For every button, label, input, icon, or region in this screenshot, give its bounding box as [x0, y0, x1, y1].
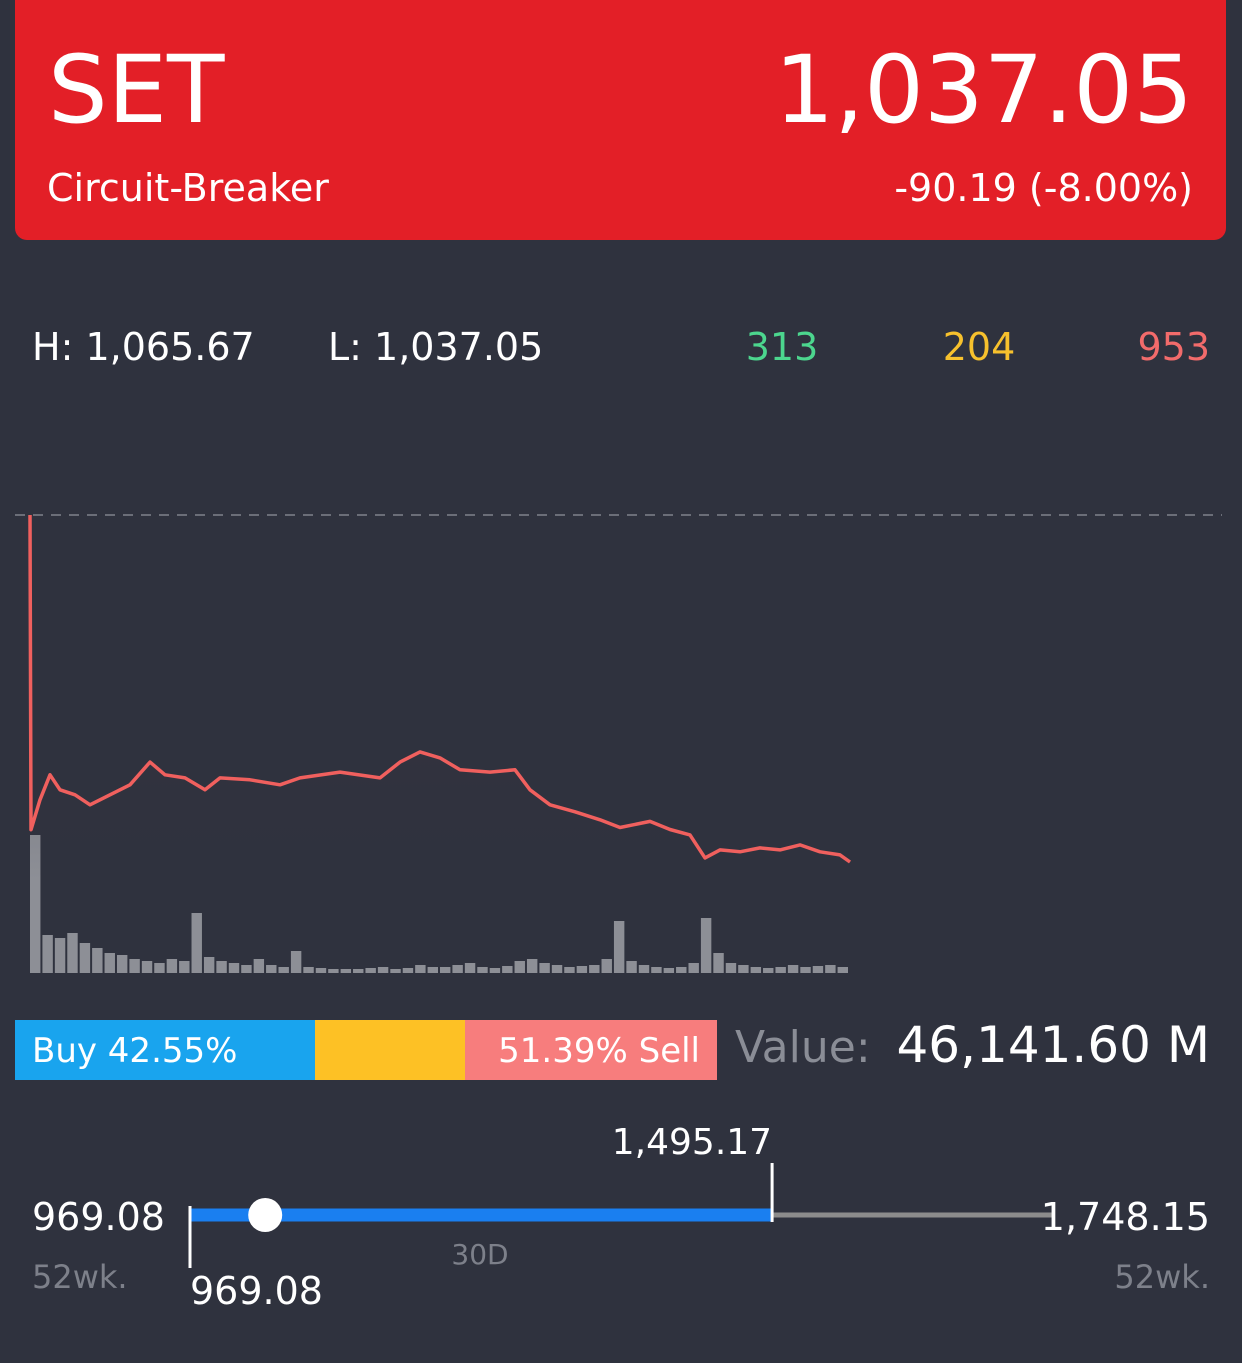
volume-bar [800, 967, 811, 973]
high-52wk: 1,748.15 [1041, 1195, 1210, 1239]
volume-bar [427, 967, 438, 973]
volume-bar [166, 959, 178, 973]
status: Circuit-Breaker [47, 166, 329, 210]
volume-bar [551, 965, 563, 973]
volume-bar [415, 965, 426, 973]
buy-label: Buy 42.55% [32, 1031, 237, 1071]
volume-bar [440, 967, 451, 973]
value-label: Value: [735, 1022, 871, 1073]
volume-bar [79, 943, 91, 973]
change: -90.19 (-8.00%) [894, 166, 1193, 210]
volume-bar [825, 965, 836, 973]
volume-bar [290, 951, 302, 973]
volume-bar [402, 968, 414, 973]
volume-bar [663, 968, 675, 973]
volume-bar [154, 963, 165, 973]
high-30d: 1,495.17 [612, 1122, 772, 1163]
traded-value: 46,141.60 M [896, 1016, 1210, 1074]
volume-bar [54, 938, 66, 973]
last-price: 1,037.05 [774, 36, 1193, 145]
volume-bar [763, 968, 774, 973]
period-label: 30D [451, 1238, 508, 1271]
volume-bar [526, 959, 538, 973]
volume-bar [676, 967, 687, 973]
volume-bar [502, 966, 513, 973]
volume-bar [787, 965, 799, 973]
volume-bar [812, 966, 824, 973]
volume-bar [30, 835, 41, 973]
day-low: L: 1,037.05 [328, 325, 543, 369]
symbol: SET [48, 36, 225, 145]
current-marker [248, 1198, 283, 1232]
buy-segment [15, 1020, 315, 1080]
volume-bar [626, 961, 637, 973]
volume-bar [738, 965, 749, 973]
volume-bar [179, 961, 190, 973]
volume-bar [191, 913, 202, 973]
area-fill [30, 515, 850, 880]
declines: 953 [1137, 325, 1210, 369]
volume-bar [266, 965, 277, 973]
volume-bar [104, 953, 115, 973]
volume-bar [589, 965, 600, 973]
volume-bar [601, 959, 612, 973]
volume-bar [613, 921, 625, 973]
unchanged: 204 [943, 325, 1016, 369]
volume-bar [141, 961, 153, 973]
volume-bar [278, 967, 289, 973]
volume-bar [477, 967, 488, 973]
volume-bar [651, 967, 662, 973]
volume-bar [775, 967, 786, 973]
volume-bar [228, 963, 240, 973]
volume-bar [725, 963, 737, 973]
volume-bar [42, 935, 53, 973]
volume-bar [315, 968, 327, 973]
volume-bar [514, 961, 525, 973]
volume-bar [700, 918, 712, 973]
advances: 313 [746, 325, 819, 369]
volume-bar [464, 963, 476, 973]
volume-bar [638, 965, 650, 973]
volume-bar [390, 969, 401, 973]
volume-bar [203, 957, 215, 973]
day-high: H: 1,065.67 [32, 325, 255, 369]
volume-bar [340, 969, 352, 973]
volume-bar [837, 967, 848, 973]
low-30d: 969.08 [190, 1269, 323, 1313]
volume-bar [216, 961, 227, 973]
volume-bar [489, 968, 501, 973]
header-card [15, 0, 1226, 240]
volume-bar [303, 967, 314, 973]
low-52wk-caption: 52wk. [32, 1258, 128, 1296]
volume-bar [750, 967, 762, 973]
volume-bar [92, 948, 103, 973]
volume-bar [539, 963, 550, 973]
sell-label: 51.39% Sell [498, 1031, 700, 1071]
intraday-chart [15, 514, 1222, 973]
volume-bar [688, 963, 699, 973]
volume-bar [576, 966, 588, 973]
volume-bar [67, 933, 78, 973]
volume-bar [241, 965, 252, 973]
volume-bar [564, 967, 575, 973]
volume-bar [129, 959, 140, 973]
neutral-segment [315, 1020, 465, 1080]
range-bar: 969.08 1,495.17 [188, 1122, 1052, 1313]
low-52wk: 969.08 [32, 1195, 165, 1239]
volume-bar [377, 967, 389, 973]
volume-bar [116, 955, 128, 973]
price-line [28, 514, 852, 864]
sell-segment [465, 1020, 717, 1080]
high-52wk-caption: 52wk. [1114, 1258, 1210, 1296]
volume-bar [328, 969, 339, 973]
volume-bar [365, 968, 376, 973]
volume-bar [452, 965, 463, 973]
volume-bar [353, 969, 364, 973]
volume-bar [253, 959, 265, 973]
volume-bar [713, 953, 724, 973]
